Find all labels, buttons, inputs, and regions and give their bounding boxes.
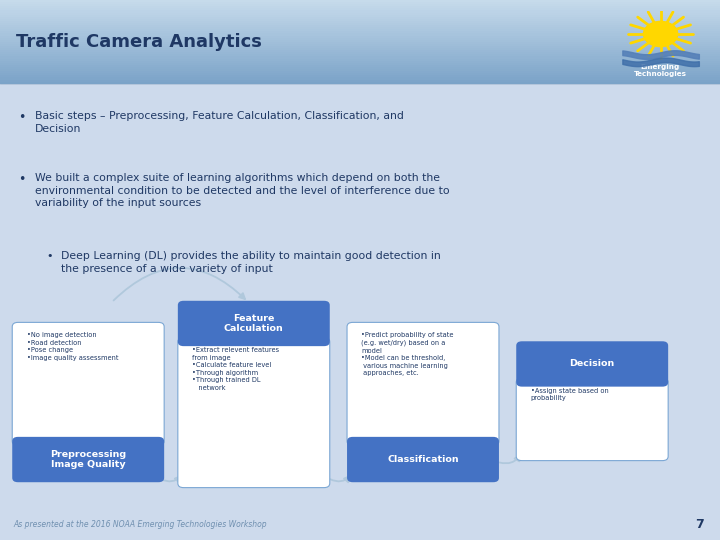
Bar <box>0 0 720 2</box>
FancyBboxPatch shape <box>347 322 499 446</box>
Bar <box>0 23 720 25</box>
Bar <box>0 71 720 73</box>
Text: We built a complex suite of learning algorithms which depend on both the
environ: We built a complex suite of learning alg… <box>35 173 449 208</box>
Text: Emerging
Technologies: Emerging Technologies <box>634 64 687 77</box>
Text: •No image detection
•Road detection
•Pose change
•Image quality assessment: •No image detection •Road detection •Pos… <box>27 332 118 361</box>
Bar <box>0 31 720 33</box>
Text: Preprocessing
Image Quality: Preprocessing Image Quality <box>50 450 126 469</box>
FancyBboxPatch shape <box>516 378 668 461</box>
Text: Deep Learning (DL) provides the ability to maintain good detection in
the presen: Deep Learning (DL) provides the ability … <box>61 251 441 274</box>
FancyBboxPatch shape <box>178 301 330 346</box>
Bar <box>0 67 720 69</box>
Bar <box>0 27 720 29</box>
Bar <box>0 40 720 42</box>
Bar <box>0 59 720 60</box>
Circle shape <box>644 22 678 46</box>
Bar <box>0 69 720 71</box>
Bar <box>0 33 720 36</box>
Bar <box>0 44 720 46</box>
Bar <box>0 50 720 52</box>
Bar <box>0 65 720 67</box>
Bar <box>0 19 720 21</box>
Bar <box>0 60 720 63</box>
Bar <box>0 10 720 12</box>
Text: •: • <box>47 251 53 261</box>
Bar <box>0 25 720 27</box>
Text: •Predict probability of state
(e.g. wet/dry) based on a
model
•Model can be thre: •Predict probability of state (e.g. wet/… <box>361 332 454 376</box>
Bar <box>0 8 720 10</box>
Bar <box>0 76 720 77</box>
Bar <box>0 48 720 50</box>
Bar <box>0 52 720 55</box>
FancyBboxPatch shape <box>178 338 330 488</box>
Bar <box>0 42 720 44</box>
Bar <box>0 77 720 79</box>
Text: •Assign state based on
probability: •Assign state based on probability <box>531 388 608 401</box>
Text: Feature
Calculation: Feature Calculation <box>224 314 284 333</box>
Bar <box>0 15 720 17</box>
Bar <box>0 17 720 19</box>
Text: •: • <box>18 173 25 186</box>
Text: 7: 7 <box>696 518 704 531</box>
Text: Classification: Classification <box>387 455 459 464</box>
FancyBboxPatch shape <box>12 437 164 482</box>
FancyBboxPatch shape <box>12 322 164 446</box>
FancyBboxPatch shape <box>516 341 668 387</box>
Bar <box>0 57 720 59</box>
Bar <box>0 79 720 82</box>
Text: Traffic Camera Analytics: Traffic Camera Analytics <box>16 33 261 51</box>
Bar <box>0 12 720 15</box>
Bar <box>0 29 720 31</box>
Bar <box>0 2 720 4</box>
Bar <box>0 82 720 84</box>
Text: •Extract relevent features
from image
•Calculate feature level
•Through algorith: •Extract relevent features from image •C… <box>192 347 279 391</box>
Bar <box>0 21 720 23</box>
FancyBboxPatch shape <box>347 437 499 482</box>
Text: Decision: Decision <box>570 360 615 368</box>
Text: As presented at the 2016 NOAA Emerging Technologies Workshop: As presented at the 2016 NOAA Emerging T… <box>13 521 266 529</box>
Bar <box>0 46 720 48</box>
Bar <box>0 6 720 8</box>
Bar <box>0 63 720 65</box>
Text: •: • <box>18 111 25 124</box>
Bar <box>0 4 720 6</box>
Bar <box>0 73 720 76</box>
Text: Basic steps – Preprocessing, Feature Calculation, Classification, and
Decision: Basic steps – Preprocessing, Feature Cal… <box>35 111 403 133</box>
Bar <box>0 36 720 38</box>
Bar <box>0 55 720 57</box>
Bar <box>0 38 720 40</box>
